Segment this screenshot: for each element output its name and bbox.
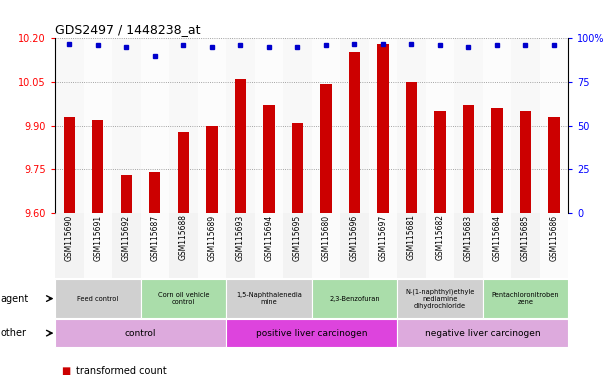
Bar: [206, 126, 218, 213]
Bar: [169, 213, 197, 278]
Bar: [149, 172, 161, 213]
Text: GDS2497 / 1448238_at: GDS2497 / 1448238_at: [55, 23, 200, 36]
Bar: [312, 38, 340, 213]
Text: agent: agent: [1, 293, 29, 304]
Bar: [64, 117, 75, 213]
Bar: [520, 111, 531, 213]
Bar: [426, 213, 454, 278]
Text: GSM115687: GSM115687: [150, 214, 159, 261]
Bar: [463, 105, 474, 213]
Text: Pentachloronitroben
zene: Pentachloronitroben zene: [492, 292, 559, 305]
Bar: [283, 213, 312, 278]
Text: GSM115689: GSM115689: [207, 214, 216, 261]
Bar: [235, 79, 246, 213]
Text: GSM115692: GSM115692: [122, 214, 131, 261]
Bar: [406, 82, 417, 213]
Text: GSM115681: GSM115681: [407, 214, 416, 260]
Bar: [511, 38, 540, 213]
Text: GSM115684: GSM115684: [492, 214, 502, 261]
Bar: [397, 279, 483, 318]
Bar: [454, 213, 483, 278]
Bar: [226, 213, 255, 278]
Bar: [226, 319, 397, 347]
Text: negative liver carcinogen: negative liver carcinogen: [425, 329, 541, 338]
Bar: [141, 279, 226, 318]
Text: N-(1-naphthyl)ethyle
nediamine
dihydrochloride: N-(1-naphthyl)ethyle nediamine dihydroch…: [405, 288, 475, 309]
Bar: [368, 38, 397, 213]
Bar: [397, 213, 426, 278]
Text: GSM115695: GSM115695: [293, 214, 302, 261]
Bar: [120, 175, 132, 213]
Text: GSM115693: GSM115693: [236, 214, 245, 261]
Bar: [197, 213, 226, 278]
Bar: [84, 38, 112, 213]
Bar: [368, 213, 397, 278]
Bar: [226, 38, 255, 213]
Bar: [55, 279, 141, 318]
Text: other: other: [1, 328, 27, 338]
Bar: [540, 213, 568, 278]
Bar: [178, 132, 189, 213]
Bar: [255, 213, 283, 278]
Text: GSM115682: GSM115682: [436, 214, 444, 260]
Bar: [511, 213, 540, 278]
Bar: [434, 111, 445, 213]
Bar: [141, 38, 169, 213]
Text: positive liver carcinogen: positive liver carcinogen: [256, 329, 367, 338]
Bar: [112, 38, 141, 213]
Bar: [255, 38, 283, 213]
Bar: [141, 213, 169, 278]
Text: 2,3-Benzofuran: 2,3-Benzofuran: [329, 296, 379, 301]
Bar: [349, 51, 360, 213]
Text: GSM115691: GSM115691: [93, 214, 102, 261]
Bar: [84, 213, 112, 278]
Text: transformed count: transformed count: [76, 366, 167, 376]
Bar: [340, 213, 368, 278]
Text: Feed control: Feed control: [77, 296, 119, 301]
Text: GSM115688: GSM115688: [179, 214, 188, 260]
Bar: [112, 213, 141, 278]
Bar: [540, 38, 568, 213]
Text: GSM115680: GSM115680: [321, 214, 331, 261]
Text: Corn oil vehicle
control: Corn oil vehicle control: [158, 292, 209, 305]
Bar: [548, 117, 560, 213]
Text: control: control: [125, 329, 156, 338]
Text: 1,5-Naphthalenedia
mine: 1,5-Naphthalenedia mine: [236, 292, 302, 305]
Bar: [226, 279, 312, 318]
Bar: [197, 38, 226, 213]
Bar: [483, 279, 568, 318]
Bar: [483, 38, 511, 213]
Bar: [320, 84, 332, 213]
Text: GSM115686: GSM115686: [549, 214, 558, 261]
Bar: [312, 213, 340, 278]
Bar: [397, 319, 568, 347]
Text: GSM115694: GSM115694: [265, 214, 273, 261]
Bar: [169, 38, 197, 213]
Bar: [55, 38, 84, 213]
Text: GSM115690: GSM115690: [65, 214, 74, 261]
Text: GSM115683: GSM115683: [464, 214, 473, 261]
Bar: [55, 213, 84, 278]
Bar: [283, 38, 312, 213]
Text: ■: ■: [61, 366, 70, 376]
Bar: [454, 38, 483, 213]
Bar: [426, 38, 454, 213]
Bar: [483, 213, 511, 278]
Bar: [291, 123, 303, 213]
Bar: [312, 279, 397, 318]
Bar: [397, 38, 426, 213]
Bar: [377, 44, 389, 213]
Text: GSM115685: GSM115685: [521, 214, 530, 261]
Bar: [92, 120, 103, 213]
Text: GSM115697: GSM115697: [378, 214, 387, 261]
Bar: [263, 105, 274, 213]
Bar: [55, 319, 226, 347]
Text: GSM115696: GSM115696: [350, 214, 359, 261]
Bar: [340, 38, 368, 213]
Bar: [491, 108, 503, 213]
